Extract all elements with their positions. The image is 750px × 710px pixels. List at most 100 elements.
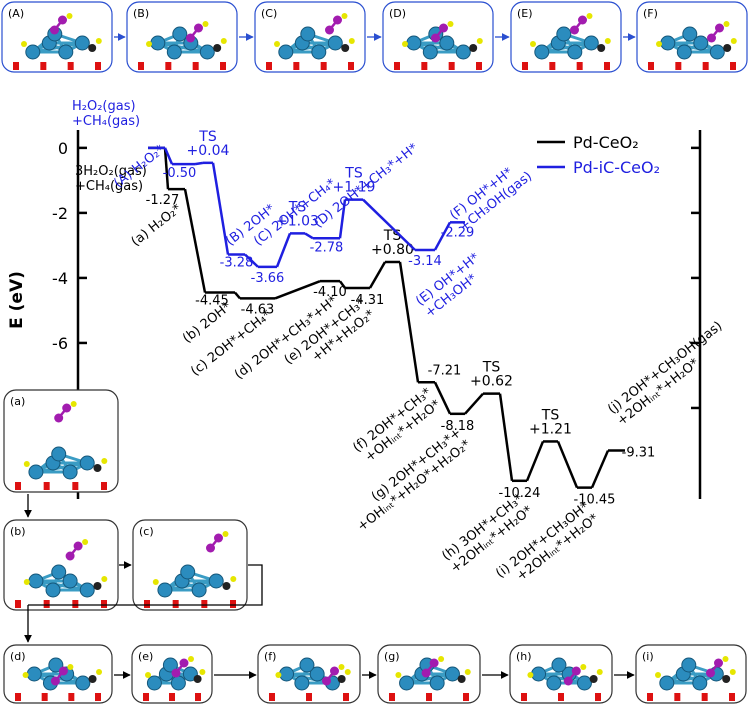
panel-label: (E) [517,7,533,20]
atom-c [88,675,97,683]
atom-o [571,666,581,676]
atom-red [95,693,101,701]
panel-label: (C) [261,7,277,20]
atom-pd [172,26,188,42]
atom-o [439,23,448,33]
atom-pd [75,675,91,691]
atom-red [320,62,327,70]
connector [368,261,387,289]
connector [556,440,579,489]
atom-red [43,482,50,490]
y-tick-label: -2 [52,204,68,223]
atom-red [43,600,50,608]
atom-red [730,62,736,70]
atom-c [93,582,102,590]
atom-h [348,38,355,44]
atom-pd [150,35,166,51]
atom-o [186,33,195,43]
legend-label: Pd-CeO₂ [573,133,639,152]
atom-o [706,668,715,678]
barrier-label: +0.04 [187,143,230,159]
value-label: -3.28 [220,256,254,271]
panel-label: (B) [133,7,149,20]
connector [194,161,204,166]
atom-h [275,672,282,678]
atom-h [447,21,454,27]
atom-h [101,576,108,582]
atom-c [222,582,231,590]
atom-pd [79,582,95,598]
atom-pd [28,573,44,589]
connector [163,147,170,190]
atom-red [230,600,236,608]
panel-label: (d) [10,650,26,663]
atom-o [330,666,339,676]
atom-red [702,62,709,70]
atom-red [595,693,601,701]
atom-o [322,676,331,686]
atom-h [67,664,74,670]
atom-h [70,401,77,407]
plot-area: 0-2-4-6-83H₂O₂(gas)+CH₄(gas)-1.27(a) H₂O… [52,99,725,584]
connector [433,381,452,415]
atom-pd [309,666,325,682]
atom-h [476,38,483,44]
atom-red [95,62,101,70]
atom-red [558,693,564,701]
atom-pd [551,657,567,673]
value-label: -10.24 [499,486,541,501]
atom-o [214,533,223,543]
barrier-label: +1.19 [333,180,376,196]
atom-red [389,693,395,701]
atom-pd [146,675,162,691]
atom-pd [62,464,78,480]
atom-pd [583,35,599,51]
atom-pd [45,582,61,598]
atom-red [522,62,528,70]
atom-pd [157,582,173,598]
state-label: H₂O₂(gas) +CH₄(gas) [72,99,140,129]
atom-o [563,676,573,686]
atom-o [62,403,72,413]
atom-o [50,25,59,35]
value-label: -9.31 [622,446,656,461]
value-label: -4.63 [241,302,275,317]
atom-o [194,23,203,33]
atom-pd [62,573,78,589]
atom-red [463,693,469,701]
state-label-line: (j) 2OH*+CH₃OH(gas) [605,319,725,417]
value-label: -1.27 [146,193,180,208]
atom-red [729,693,735,701]
atom-o [714,658,723,668]
atom-h [723,21,730,27]
panel-label: (f) [264,650,276,663]
atom-pd [278,44,294,60]
atom-h [95,38,102,44]
atom-pd [279,666,295,682]
value-label: -4.10 [313,285,347,300]
atom-h [580,664,587,670]
atom-h [199,669,206,675]
atom-o [333,15,342,25]
atom-pd [693,35,709,51]
atom-h [82,539,89,545]
atom-red [68,693,75,701]
atom-c [723,44,732,52]
atom-h [222,531,229,537]
panel-label: (b) [10,525,26,538]
atom-h [274,41,280,47]
atom-h [402,41,408,47]
atom-pd [58,44,74,60]
atom-pd [682,26,698,42]
atom-pd [51,446,67,462]
connector [244,253,259,268]
atom-h [145,672,151,678]
ts-label: TS [344,166,363,182]
ts-label: TS [482,360,501,376]
atom-c [213,44,222,52]
atom-o [707,33,716,43]
panel-label: (a) [10,395,25,408]
atom-red [648,62,654,70]
atom-h [655,672,661,678]
